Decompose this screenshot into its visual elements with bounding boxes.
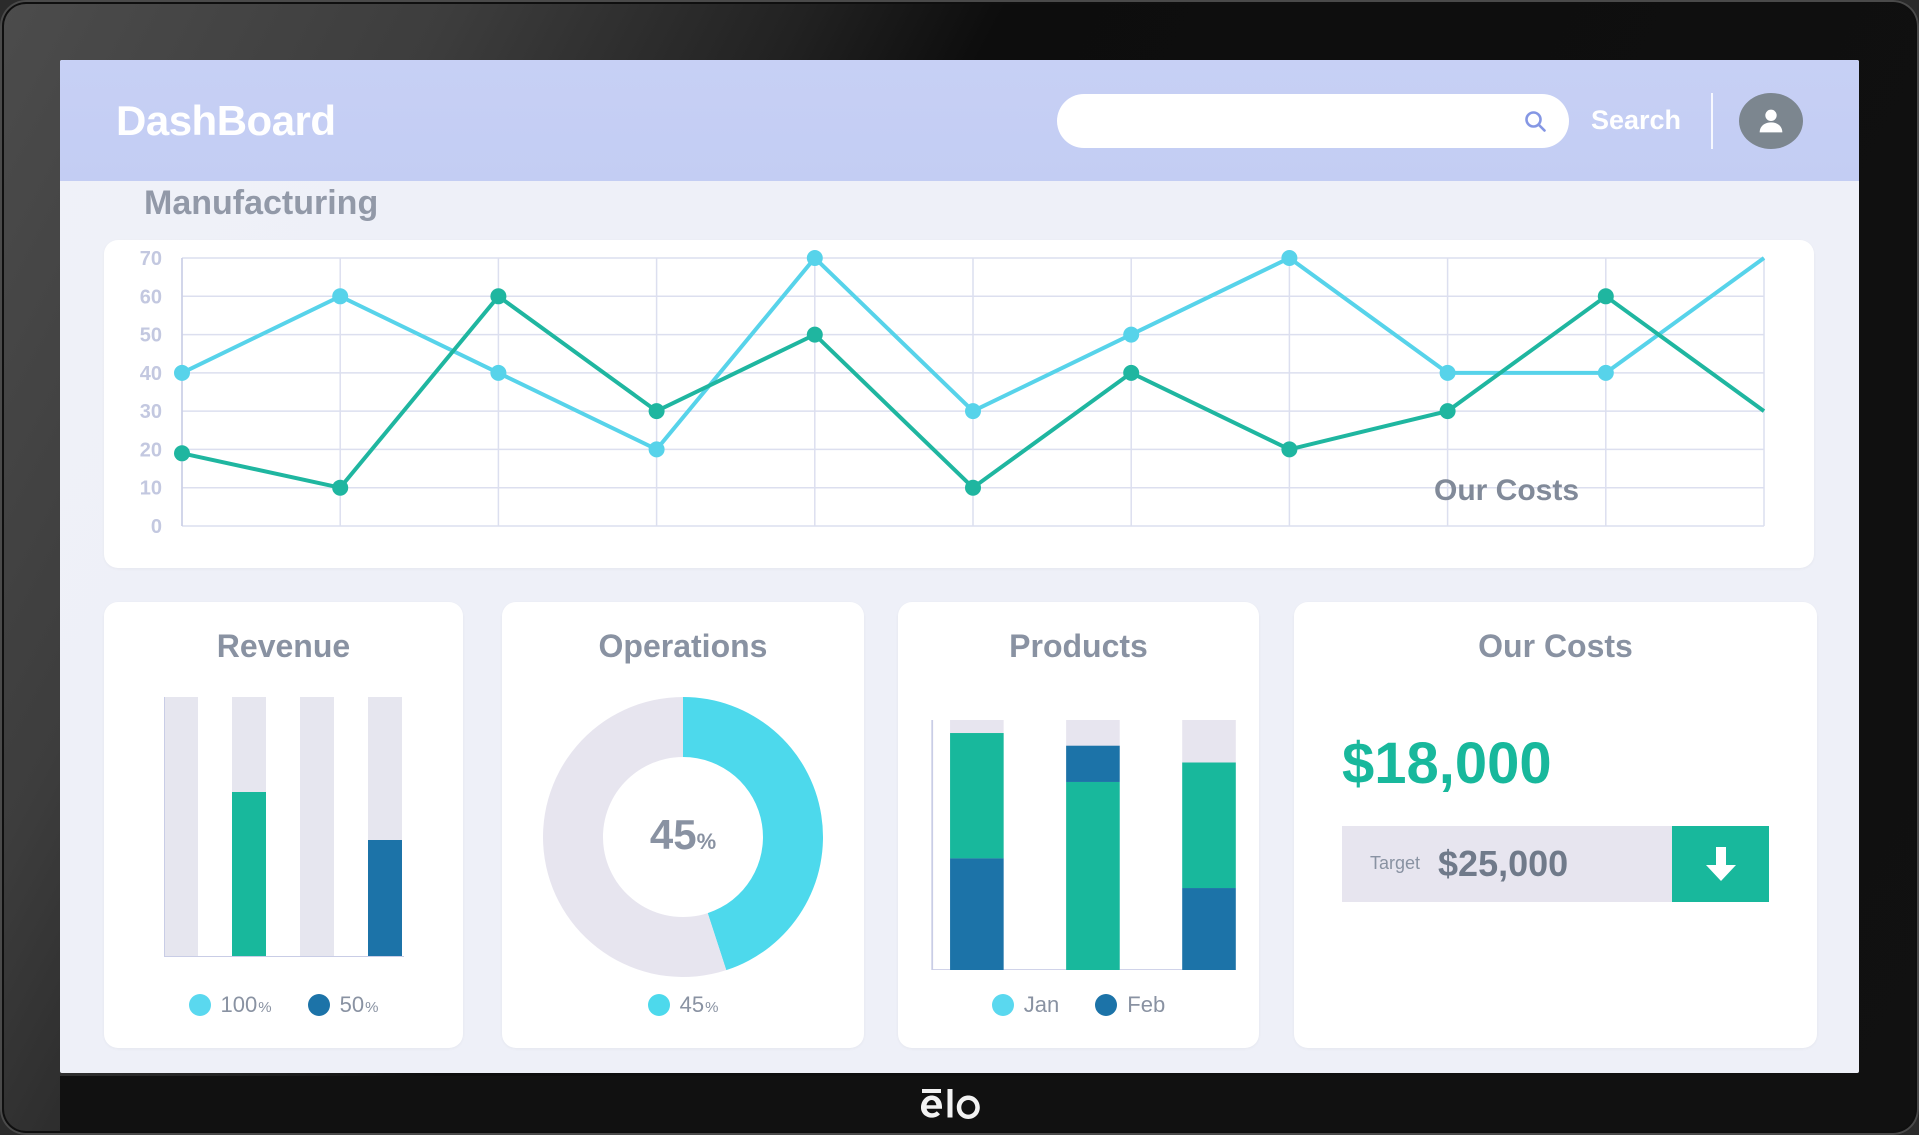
svg-text:45%: 45% xyxy=(650,811,716,858)
svg-text:10: 10 xyxy=(140,478,162,500)
svg-text:40: 40 xyxy=(140,363,162,385)
svg-text:70: 70 xyxy=(140,248,162,270)
svg-text:0: 0 xyxy=(151,516,162,538)
svg-text:50: 50 xyxy=(140,325,162,347)
svg-text:20: 20 xyxy=(140,439,162,461)
svg-text:60: 60 xyxy=(140,286,162,308)
svg-text:Our Costs: Our Costs xyxy=(1434,474,1579,507)
svg-text:30: 30 xyxy=(140,401,162,423)
